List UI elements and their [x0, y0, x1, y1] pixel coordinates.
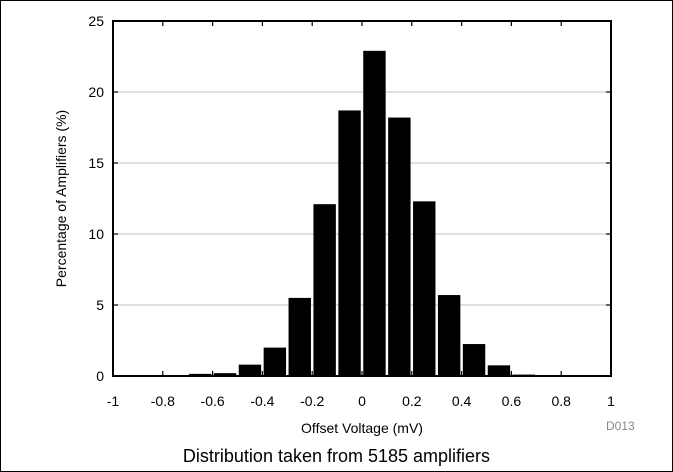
histogram-bar: [388, 117, 411, 376]
tick-marks: [112, 20, 612, 377]
gridlines: [113, 91, 611, 306]
bars: [114, 50, 610, 377]
histogram-bar: [462, 344, 486, 376]
x-tick-label: -0.2: [300, 393, 324, 409]
x-axis-label: Offset Voltage (mV): [301, 420, 423, 436]
y-tick-label: 0: [96, 368, 104, 384]
y-tick-label: 25: [88, 13, 104, 29]
x-tick-label: 0: [358, 393, 366, 409]
x-tick-labels: -1 -0.8 -0.6 -0.4 -0.2 0 0.2 0.4 0.6 0.8 1: [107, 393, 615, 409]
histogram-bar: [263, 347, 287, 376]
x-tick-label: 0.2: [402, 393, 422, 409]
x-tick-label: -0.6: [201, 393, 225, 409]
histogram-bar: [338, 110, 361, 377]
x-tick-label: 1: [607, 393, 615, 409]
histogram-bar: [188, 373, 212, 376]
x-tick-label: -0.4: [250, 393, 274, 409]
histogram-bar: [238, 364, 262, 376]
histogram-bar: [363, 50, 386, 376]
x-tick-label: 0.8: [551, 393, 571, 409]
y-tick-label: 20: [88, 84, 104, 100]
plot-area-border: [112, 20, 612, 377]
x-tick-label: 0.4: [452, 393, 472, 409]
x-tick-label: -1: [107, 393, 120, 409]
y-axis-label: Percentage of Amplifiers (%): [53, 110, 69, 287]
y-tick-label: 15: [88, 155, 104, 171]
histogram-bar: [413, 201, 436, 376]
x-tick-label: -0.8: [151, 393, 175, 409]
histogram-bar: [213, 373, 237, 376]
figure-id: D013: [606, 419, 635, 433]
y-tick-label: 10: [88, 226, 104, 242]
histogram-bar: [288, 297, 311, 376]
y-tick-label: 5: [96, 297, 104, 313]
histogram-bar: [437, 295, 461, 376]
histogram-bar: [487, 365, 511, 376]
histogram-bar: [313, 204, 336, 376]
y-tick-labels: 0 5 10 15 20 25: [88, 13, 104, 384]
caption: Distribution taken from 5185 amplifiers: [182, 446, 491, 466]
x-tick-label: 0.6: [502, 393, 522, 409]
